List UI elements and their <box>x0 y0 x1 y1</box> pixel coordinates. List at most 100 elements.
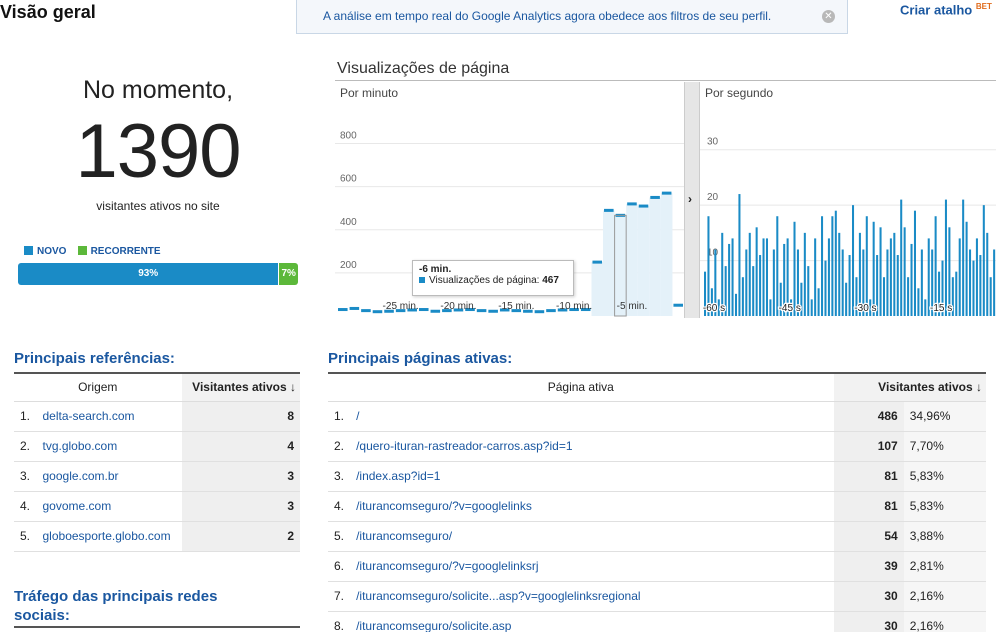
bar <box>855 277 858 316</box>
close-icon[interactable]: ✕ <box>822 10 835 23</box>
table-row[interactable]: 5./iturancomseguro/54 3,88% <box>328 521 986 552</box>
row-index: 3. <box>14 461 39 492</box>
table-row[interactable]: 3. google.com.br 3 <box>14 461 300 492</box>
active-page-count: 81 <box>833 461 904 492</box>
active-visitors-column-header[interactable]: Visitantes ativos ↓ <box>833 372 986 402</box>
y-tick-label: 600 <box>340 174 357 185</box>
x-tick-label: -25 min. <box>383 301 419 312</box>
bar <box>865 216 868 316</box>
bar <box>769 299 772 316</box>
bar <box>869 299 872 316</box>
active-visitors-column-header[interactable]: Visitantes ativos ↓ <box>181 372 300 402</box>
table-row[interactable]: 2. tvg.globo.com 4 <box>14 431 300 462</box>
active-page-count: 39 <box>833 551 904 582</box>
table-row[interactable]: 2./quero-ituran-rastreador-carros.asp?id… <box>328 431 986 462</box>
per-minute-chart: 800 600 400 200 -25 min. -20 min. -15 min. -10 … <box>335 122 684 317</box>
table-row[interactable]: 3./index.asp?id=1 81 5,83% <box>328 461 986 492</box>
bar <box>704 271 707 316</box>
bar <box>841 249 844 316</box>
bar <box>762 238 765 316</box>
bar <box>913 210 916 316</box>
bar <box>941 260 944 316</box>
bar <box>361 309 371 313</box>
bar <box>858 232 861 316</box>
y-tick-label: 400 <box>340 217 357 228</box>
bar-fill <box>649 197 661 316</box>
pageviews-title: Visualizações de página <box>337 60 510 77</box>
x-tick-label: -5 min. <box>617 301 648 312</box>
referral-link[interactable]: delta-search.com <box>38 401 182 432</box>
bar <box>800 282 803 316</box>
bar <box>604 208 614 212</box>
active-page-percent: 7,70% <box>903 431 986 462</box>
table-row[interactable]: 6./iturancomseguro/?v=googlelinksrj 39 2,8… <box>328 551 986 582</box>
active-page-link[interactable]: /iturancomseguro/solicite.asp <box>352 611 834 632</box>
table-row[interactable]: 4. govome.com 3 <box>14 491 300 522</box>
table-row[interactable]: 5. globoesporte.globo.com 2 <box>14 521 300 552</box>
referral-link[interactable]: govome.com <box>38 491 182 522</box>
bar <box>395 309 406 313</box>
bar <box>442 309 452 313</box>
bar <box>969 249 972 316</box>
bar <box>979 255 982 316</box>
referral-link[interactable]: google.com.br <box>38 461 182 492</box>
bar-fill <box>626 203 638 316</box>
row-index: 5. <box>328 521 353 552</box>
bar <box>927 238 930 316</box>
active-page-percent: 2,16% <box>903 611 986 632</box>
chevron-right-icon[interactable]: › <box>688 192 692 206</box>
bar <box>338 308 348 312</box>
table-row[interactable]: 8./iturancomseguro/solicite.asp 30 2,16% <box>328 611 986 632</box>
bar <box>418 308 429 312</box>
visitor-type-bar: 93% 7% <box>18 263 298 285</box>
bar <box>845 282 848 316</box>
create-shortcut-link[interactable]: Criar atalho BET <box>900 2 992 17</box>
bar <box>661 191 672 195</box>
bar <box>848 255 851 316</box>
bar <box>673 303 683 307</box>
active-page-link[interactable]: / <box>352 401 834 432</box>
table-row[interactable]: 1./486 34,96% <box>328 401 986 432</box>
bar <box>889 238 892 316</box>
table-row[interactable]: 1. delta-search.com 8 <box>14 401 300 432</box>
active-page-count: 30 <box>833 581 904 612</box>
table-row[interactable]: 4./iturancomseguro/?v=googlelinks 81 5,83% <box>328 491 986 522</box>
active-page-link[interactable]: /iturancomseguro/?v=googlelinksrj <box>352 551 834 582</box>
active-page-percent: 5,83% <box>903 491 986 522</box>
active-page-link[interactable]: /index.asp?id=1 <box>352 461 834 492</box>
active-page-percent: 5,83% <box>903 461 986 492</box>
row-index: 8. <box>328 611 353 632</box>
bar <box>476 309 487 313</box>
active-page-link[interactable]: /iturancomseguro/solicite...asp?v=google… <box>352 581 834 612</box>
table-row[interactable]: 7./iturancomseguro/solicite...asp?v=goog… <box>328 581 986 612</box>
bar <box>465 308 475 312</box>
bar <box>989 277 992 316</box>
chart-splitter[interactable]: › <box>684 82 700 318</box>
active-page-count: 54 <box>833 521 904 552</box>
row-index: 3. <box>328 461 353 492</box>
bar <box>372 310 383 314</box>
bar <box>879 227 882 316</box>
x-tick-label: -30 s <box>854 303 876 314</box>
active-page-link[interactable]: /quero-ituran-rastreador-carros.asp?id=1 <box>352 431 834 462</box>
active-page-link[interactable]: /iturancomseguro/ <box>352 521 834 552</box>
bar <box>900 199 903 316</box>
tooltip-time: -6 min. <box>419 264 452 275</box>
bar <box>546 309 556 313</box>
x-tick-label: -20 min. <box>440 301 476 312</box>
bar <box>759 255 762 316</box>
bar <box>824 260 827 316</box>
hover-highlight <box>614 214 627 317</box>
active-page-column-header: Página ativa <box>328 372 834 402</box>
bar <box>710 288 713 316</box>
filter-notice: A análise em tempo real do Google Analyt… <box>296 0 848 34</box>
row-index: 1. <box>328 401 353 432</box>
referral-link[interactable]: globoesporte.globo.com <box>38 521 182 552</box>
bar <box>917 288 920 316</box>
bar <box>724 266 727 316</box>
bar <box>707 216 710 316</box>
now-label: No momento, <box>82 76 234 104</box>
referral-link[interactable]: tvg.globo.com <box>38 431 182 462</box>
series-swatch-icon <box>419 277 425 283</box>
active-page-link[interactable]: /iturancomseguro/?v=googlelinks <box>352 491 834 522</box>
